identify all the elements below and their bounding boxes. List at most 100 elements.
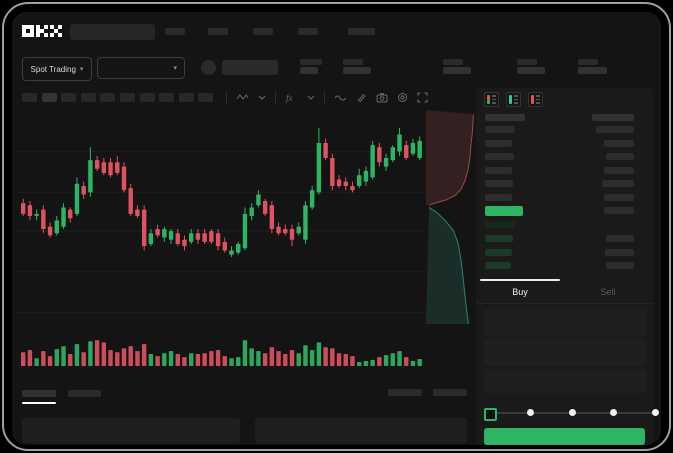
- volume-bar: [404, 357, 409, 366]
- ask-amount-placeholder[interactable]: [596, 126, 634, 133]
- tab-sell[interactable]: Sell: [600, 287, 616, 297]
- chevron-down-icon[interactable]: [307, 95, 315, 101]
- order-form-field[interactable]: [484, 369, 647, 393]
- timeframe-button[interactable]: [22, 93, 37, 102]
- volume-bar: [148, 354, 154, 366]
- tab-buy[interactable]: Buy: [512, 287, 528, 297]
- nav-item-placeholder[interactable]: [298, 28, 318, 35]
- order-form-field[interactable]: [484, 339, 647, 366]
- ask-price-placeholder[interactable]: [485, 153, 514, 160]
- timeframe-button[interactable]: [178, 93, 194, 102]
- volume-bar: [94, 340, 100, 366]
- indicator-fx-icon[interactable]: fx: [285, 92, 298, 103]
- orderbook-split-view-icon[interactable]: [484, 92, 499, 107]
- timeframe-button[interactable]: [198, 93, 214, 102]
- ask-amount-placeholder[interactable]: [604, 166, 634, 174]
- candle-body: [296, 226, 301, 234]
- chevron-down-icon[interactable]: [258, 95, 266, 101]
- settings-gear-icon[interactable]: [397, 92, 408, 103]
- slider-handle[interactable]: [484, 408, 497, 421]
- market-type-selector[interactable]: Spot Trading ▾: [22, 57, 92, 81]
- timeframe-button[interactable]: [100, 93, 116, 102]
- bottom-tab[interactable]: [68, 390, 101, 397]
- slider-stop-dot[interactable]: [651, 409, 659, 416]
- camera-icon[interactable]: [376, 92, 388, 103]
- candle-body: [94, 160, 100, 169]
- nav-item-placeholder[interactable]: [253, 28, 273, 35]
- ask-amount-placeholder[interactable]: [604, 193, 634, 201]
- bid-price-placeholder[interactable]: [485, 234, 513, 242]
- candle-body: [289, 228, 295, 240]
- candle-body: [215, 233, 221, 247]
- slider-stop-dot[interactable]: [568, 409, 576, 416]
- ticker-stat-value-placeholder: [300, 67, 318, 74]
- ask-price-placeholder[interactable]: [485, 126, 515, 133]
- volume-bar: [141, 344, 147, 366]
- timeframe-button[interactable]: [159, 93, 175, 102]
- chevron-down-icon: ▾: [173, 64, 177, 72]
- candle-body: [383, 158, 389, 167]
- bid-amount-placeholder[interactable]: [606, 234, 634, 242]
- candlestick-type-icon[interactable]: [236, 92, 249, 103]
- volume-bar: [370, 360, 375, 366]
- volume-bar: [34, 358, 39, 366]
- bottom-action-placeholder[interactable]: [433, 389, 467, 396]
- fullscreen-icon[interactable]: [417, 92, 428, 103]
- volume-bar: [47, 356, 53, 366]
- nav-right-placeholder[interactable]: [348, 28, 375, 35]
- slider-stop-dot[interactable]: [610, 409, 617, 416]
- bottom-table-placeholder: [255, 418, 467, 443]
- orderbook-asks-view-icon[interactable]: [528, 92, 543, 107]
- timeframe-button[interactable]: [80, 93, 96, 102]
- ticker-stat-label-placeholder: [343, 59, 363, 65]
- candle-body: [330, 158, 335, 186]
- bottom-action-placeholder[interactable]: [388, 389, 422, 396]
- bid-price-placeholder[interactable]: [485, 262, 511, 270]
- ask-price-placeholder[interactable]: [485, 166, 512, 174]
- bottom-tab-active[interactable]: [22, 390, 56, 397]
- color-swatch: [531, 95, 534, 104]
- volume-bar: [289, 350, 295, 366]
- timeframe-button[interactable]: [41, 93, 57, 102]
- ask-color-swatch: [487, 95, 490, 100]
- buy-submit-button[interactable]: [484, 428, 645, 445]
- nav-item-placeholder[interactable]: [165, 28, 185, 35]
- timeframe-button[interactable]: [120, 93, 135, 102]
- ticker-stat-label-placeholder: [443, 59, 463, 65]
- volume-bar: [222, 356, 227, 366]
- volume-bar: [390, 353, 395, 366]
- nav-item-placeholder[interactable]: [208, 28, 228, 35]
- bid-amount-placeholder[interactable]: [606, 262, 634, 270]
- candle-body: [175, 233, 180, 244]
- pencil-icon[interactable]: [356, 92, 367, 103]
- last-price-bar[interactable]: [485, 206, 523, 216]
- bid-price-placeholder[interactable]: [485, 248, 512, 256]
- candle-body: [68, 209, 73, 219]
- divider: [275, 91, 276, 104]
- depth-chart[interactable]: [424, 108, 478, 330]
- line-wave-icon[interactable]: [334, 92, 347, 103]
- candle-body: [168, 231, 174, 240]
- bid-amount-placeholder[interactable]: [605, 248, 634, 256]
- volume-bar: [269, 347, 275, 366]
- candlestick-chart[interactable]: [15, 112, 431, 374]
- search-input[interactable]: [70, 24, 155, 40]
- color-swatch: [509, 95, 512, 104]
- candle-body: [21, 203, 26, 214]
- ask-amount-placeholder[interactable]: [604, 139, 634, 147]
- orderbook-bids-view-icon[interactable]: [506, 92, 521, 107]
- pair-selector[interactable]: ▾: [97, 57, 185, 79]
- timeframe-button[interactable]: [139, 93, 155, 102]
- bid-price-placeholder[interactable]: [485, 221, 515, 228]
- ask-price-placeholder[interactable]: [485, 193, 512, 201]
- ask-price-placeholder[interactable]: [485, 139, 512, 147]
- volume-bar: [296, 353, 301, 366]
- ask-amount-placeholder[interactable]: [606, 153, 634, 160]
- timeframe-button[interactable]: [61, 93, 77, 102]
- slider-stop-dot[interactable]: [527, 409, 534, 416]
- ask-price-placeholder[interactable]: [485, 180, 513, 187]
- ask-amount-placeholder[interactable]: [602, 180, 634, 187]
- order-form-field[interactable]: [484, 309, 647, 336]
- candle-body: [390, 147, 395, 161]
- volume-bar: [256, 351, 261, 366]
